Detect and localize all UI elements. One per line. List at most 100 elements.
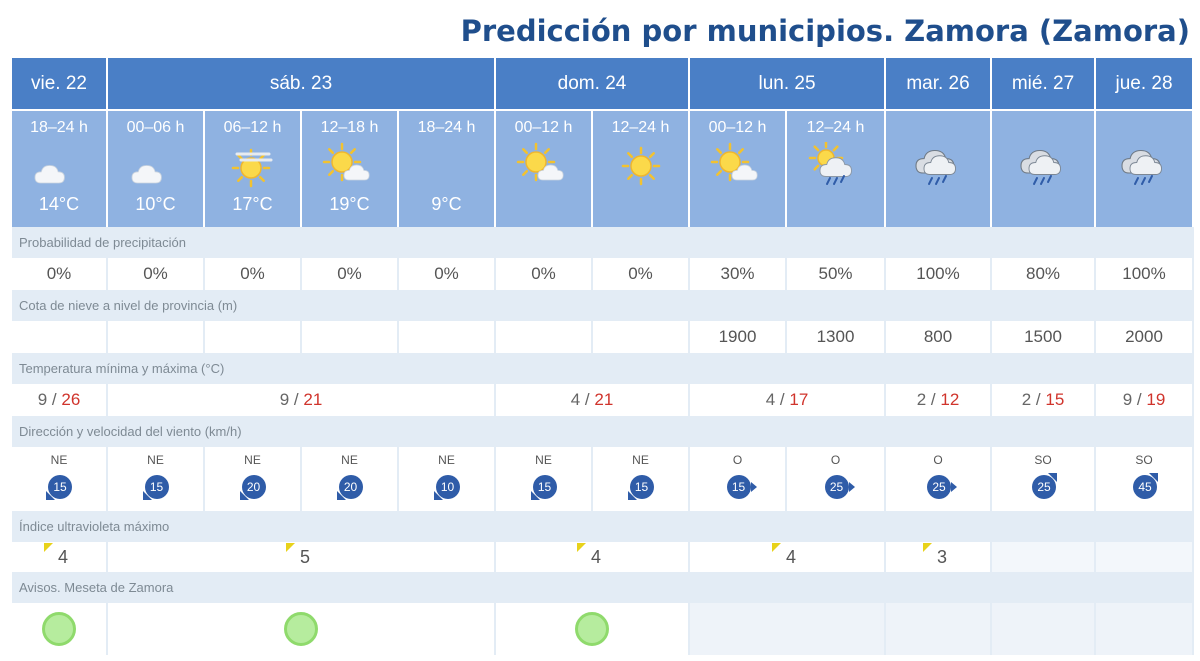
wind-cell: SO 25 [992,447,1096,511]
wind-pointer [142,491,152,500]
temp-max: 21 [303,390,323,409]
wind-direction: SO [1135,453,1153,467]
period-cell: 18–24 h 9°C [399,109,496,227]
snow-cell: 1900 [690,321,787,353]
day-header[interactable]: sáb. 23 [108,58,496,109]
warning-cell [992,603,1096,655]
wind-direction: NE [535,453,552,467]
precip-value: 0% [337,264,362,283]
period-cell: 00–12 h [690,109,787,227]
day-header[interactable]: mar. 26 [886,58,992,109]
uv-flag-icon [285,542,295,552]
day-header-row: vie. 22 sáb. 23 dom. 24 lun. 25 mar. 26 mié. … [12,58,1194,109]
temp-min: 4 [570,390,581,409]
uv-value: 4 [57,546,68,567]
wind-pointer [46,491,55,500]
temp-min: 9 [37,390,48,409]
uv-row: 4 5 4 4 3 [12,542,1194,572]
section-snow: Cota de nieve a nivel de provincia (m) [12,290,1194,321]
wind-cell: NE 20 [205,447,302,511]
warning-cell [496,603,690,655]
warnings-row [12,603,1194,655]
uv-value: 5 [299,546,310,567]
wind-direction: O [732,453,743,467]
wind-arrow-icon: 25 [816,471,856,505]
wind-pointer [336,491,346,500]
forecast-table: vie. 22 sáb. 23 dom. 24 lun. 25 mar. 26 mié. … [12,58,1194,655]
period-label: 12–18 h [320,119,379,136]
green-warning-icon[interactable] [42,612,76,646]
wind-speed: 20 [338,475,363,499]
warning-cell [108,603,496,655]
precip-cell: 50% [787,258,886,290]
temp-separator: / [580,390,595,409]
precip-value: 0% [434,264,459,283]
section-wind: Dirección y velocidad del viento (km/h) [12,416,1194,447]
wind-direction: O [830,453,841,467]
period-cell: 12–18 h 19°C [302,109,399,227]
temp-minmax-cell: 9 / 19 [1096,384,1194,416]
green-warning-icon[interactable] [284,612,318,646]
wind-direction: NE [244,453,261,467]
temp-separator: / [1132,390,1147,409]
wind-arrow-icon: 20 [330,471,370,505]
wind-arrow-icon: 15 [136,471,176,505]
day-header[interactable]: mié. 27 [992,58,1096,109]
section-label: Probabilidad de precipitación [19,235,186,250]
period-cell [992,109,1096,227]
green-warning-icon[interactable] [575,612,609,646]
wind-pointer [627,491,637,500]
uv-index: 4 [43,542,68,568]
sun-cloud-icon [706,142,770,192]
precip-value: 0% [46,264,72,283]
temp-separator: / [1031,390,1046,409]
wind-arrow-icon: 15 [39,471,79,505]
uv-cell: 3 [886,542,992,572]
day-header[interactable]: jue. 28 [1096,58,1194,109]
uv-flag-icon [922,542,932,552]
precip-value: 0% [628,264,653,283]
wind-pointer [1149,473,1158,482]
temp-max: 17 [789,390,809,409]
precip-cell: 0% [399,258,496,290]
precip-cell: 0% [12,258,108,290]
snow-cell [205,321,302,353]
sun-haze-icon [221,142,285,192]
page-title: Predicción por municipios. Zamora (Zamor… [460,14,1190,48]
wind-speed: 15 [726,475,751,499]
wind-row: NE 15 NE 15 NE 20 NE 20 NE 10 NE 15 NE 15 O 15 O 25 O 25 SO 2… [12,447,1194,511]
day-header[interactable]: lun. 25 [690,58,886,109]
wind-pointer [1048,473,1057,482]
snow-cell [496,321,593,353]
day-label: mar. 26 [906,72,970,94]
sun-cloud-icon [318,142,382,192]
snow-cell [302,321,399,353]
wind-pointer [750,482,757,492]
rain-cloud-icon [1112,142,1176,192]
wind-pointer [239,491,249,500]
uv-value: 4 [785,546,796,567]
precip-value: 100% [916,264,960,283]
wind-direction: NE [341,453,358,467]
temp-minmax-cell: 4 / 17 [690,384,886,416]
day-label: mié. 27 [1011,72,1075,94]
uv-cell [1096,542,1194,572]
section-uv: Índice ultravioleta máximo [12,511,1194,542]
snow-value: 1300 [816,327,855,346]
snow-cell [108,321,205,353]
section-label: Temperatura mínima y máxima (°C) [19,361,225,376]
period-cell: 06–12 h 17°C [205,109,302,227]
precip-value: 0% [531,264,556,283]
period-temperature: 10°C [135,194,176,214]
uv-index: 4 [576,542,601,568]
day-header[interactable]: vie. 22 [12,58,108,109]
day-header[interactable]: dom. 24 [496,58,690,109]
temp-minmax-cell: 4 / 21 [496,384,690,416]
temp-max: 21 [594,390,614,409]
rain-cloud-icon [906,142,970,192]
rain-cloud-icon [1011,142,1075,192]
wind-direction: SO [1034,453,1052,467]
wind-arrow-icon: 25 [1023,471,1063,505]
temp-row: 9 / 26 9 / 21 4 / 21 4 / 17 2 / 12 2 / 15 9 / … [12,384,1194,416]
precip-cell: 0% [302,258,399,290]
